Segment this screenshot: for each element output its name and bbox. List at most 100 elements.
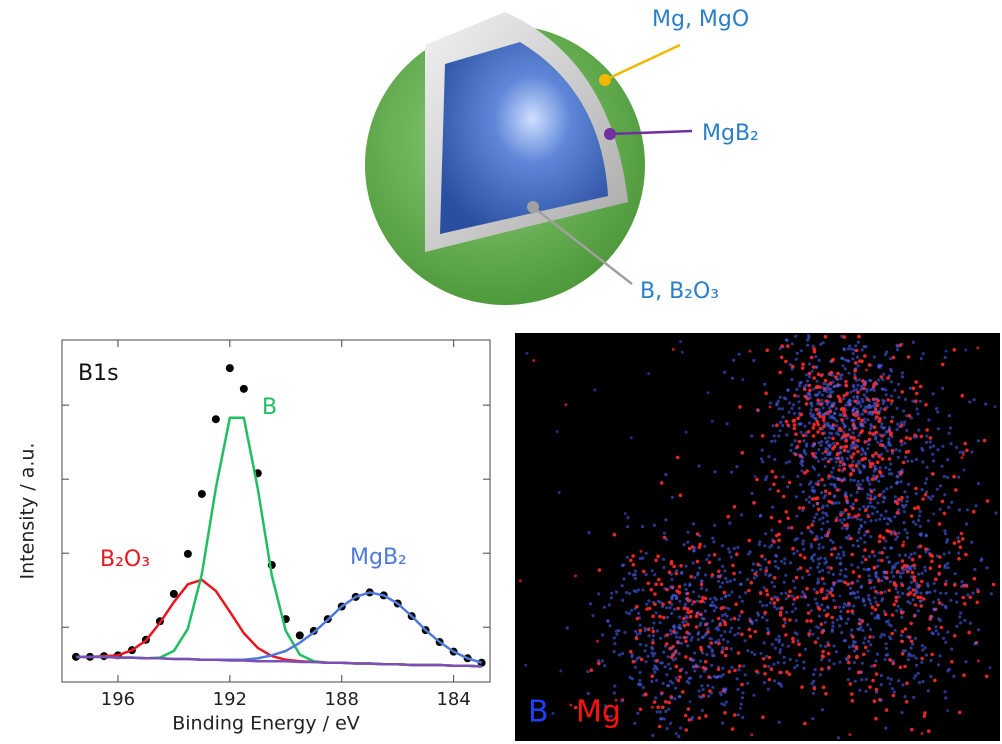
map-dot	[933, 679, 937, 683]
map-dot	[881, 387, 884, 390]
map-dot	[842, 423, 845, 426]
map-dot	[937, 633, 940, 636]
map-dot	[815, 513, 818, 516]
map-dot	[885, 642, 888, 645]
map-dot	[976, 588, 979, 591]
map-dot	[862, 505, 865, 508]
map-dot	[775, 607, 778, 610]
map-dot	[852, 468, 855, 471]
map-dot	[833, 495, 836, 498]
map-dot	[904, 649, 907, 652]
map-dot	[833, 547, 837, 551]
map-dot	[639, 629, 643, 633]
map-dot	[780, 344, 784, 348]
map-dot	[807, 430, 811, 434]
map-dot	[833, 385, 836, 388]
map-dot	[639, 708, 643, 712]
map-dot	[921, 460, 924, 463]
map-dot	[648, 607, 652, 611]
map-dot	[566, 626, 569, 629]
map-dot	[671, 594, 674, 597]
map-dot	[596, 640, 599, 643]
map-dot	[943, 553, 946, 556]
map-dot	[648, 634, 651, 637]
map-dot	[832, 541, 835, 544]
map-dot	[664, 710, 667, 713]
map-dot	[833, 417, 836, 420]
map-dot	[868, 482, 871, 485]
map-dot	[849, 472, 853, 476]
map-dot	[826, 589, 829, 592]
map-dot	[613, 650, 616, 653]
map-dot	[655, 611, 658, 614]
map-dot	[771, 506, 774, 509]
map-dot	[731, 564, 735, 568]
map-dot	[556, 430, 559, 433]
map-dot	[706, 627, 709, 630]
map-dot	[817, 448, 820, 451]
map-dot	[915, 657, 918, 660]
map-dot	[723, 620, 727, 624]
y-axis-label: Intensity / a.u.	[17, 443, 39, 580]
map-dot	[704, 633, 707, 636]
map-dot	[630, 436, 633, 439]
map-dot	[860, 561, 863, 564]
map-dot	[883, 517, 886, 520]
map-dot	[677, 679, 681, 683]
map-dot	[847, 513, 851, 517]
map-dot	[963, 442, 967, 446]
map-dot	[900, 471, 903, 474]
map-dot	[678, 624, 681, 627]
map-dot	[949, 599, 952, 602]
map-dot	[615, 590, 618, 593]
map-dot	[852, 544, 855, 547]
map-dot	[860, 429, 864, 433]
map-dot	[740, 610, 744, 614]
map-dot	[913, 507, 917, 511]
map-dot	[944, 690, 947, 693]
map-dot	[816, 380, 819, 383]
map-dot	[812, 673, 815, 676]
map-dot	[755, 478, 759, 482]
map-dot	[726, 422, 729, 425]
map-dot	[723, 371, 726, 374]
map-dot	[855, 646, 859, 650]
map-dot	[820, 658, 823, 661]
map-dot	[727, 607, 730, 610]
map-dot	[810, 682, 813, 685]
map-dot	[896, 591, 899, 594]
map-dot	[848, 667, 851, 670]
map-dot	[832, 467, 835, 470]
map-dot	[751, 492, 754, 495]
map-dot	[653, 592, 657, 596]
map-dot	[742, 664, 745, 667]
map-dot	[821, 393, 824, 396]
map-dot	[890, 399, 894, 403]
map-dot	[738, 353, 741, 356]
map-dot	[832, 599, 835, 602]
map-dot	[873, 506, 876, 509]
map-dot	[835, 518, 839, 522]
map-dot	[839, 573, 842, 576]
map-dot	[777, 533, 781, 537]
map-dot	[759, 600, 762, 603]
map-dot	[929, 616, 932, 619]
map-dot	[633, 607, 636, 610]
map-dot	[687, 707, 691, 711]
map-dot	[796, 537, 799, 540]
map-dot	[956, 536, 959, 539]
map-dot	[922, 597, 926, 601]
map-dot	[874, 417, 877, 420]
map-dot	[601, 633, 604, 636]
map-dot	[826, 566, 829, 569]
map-dot	[681, 690, 685, 694]
map-dot	[795, 515, 798, 518]
map-dot	[737, 632, 740, 635]
map-dot	[880, 474, 883, 477]
map-dot	[802, 439, 805, 442]
map-dot	[864, 410, 868, 414]
map-dot	[696, 600, 699, 603]
map-dot	[917, 586, 920, 589]
map-dot	[937, 572, 941, 576]
map-dot	[779, 429, 782, 432]
